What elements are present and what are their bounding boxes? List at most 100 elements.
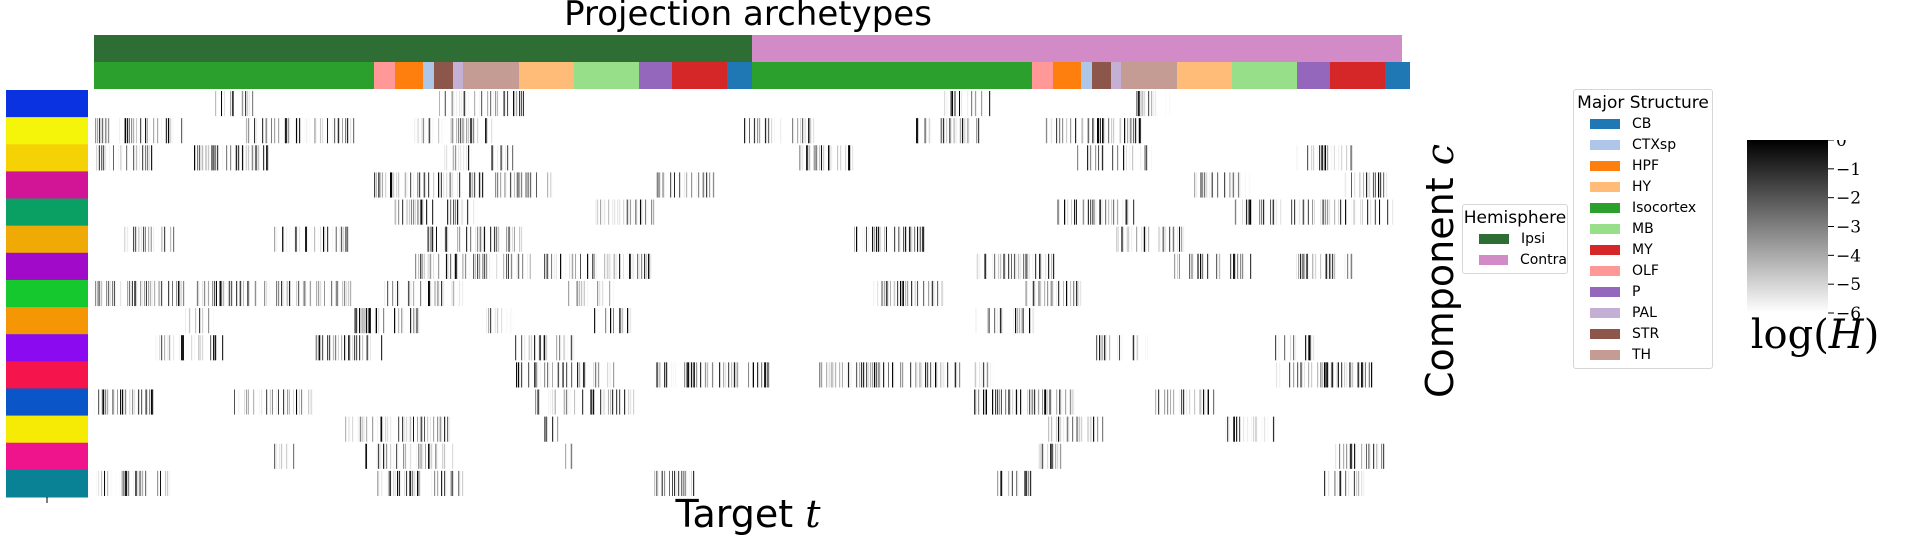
heatmap-cell [364,416,366,442]
heatmap-cell [1343,443,1345,469]
heatmap-cell [109,389,111,415]
heatmap-cell [410,308,412,334]
heatmap-cell [293,443,295,469]
heatmap-cell [633,199,635,225]
heatmap-cell [979,253,981,279]
heatmap-cell [1116,145,1118,171]
heatmap-cell [554,253,556,279]
heatmap-cell [830,362,832,388]
heatmap-cell [1125,199,1127,225]
heatmap-cell [1311,335,1313,361]
heatmap-cell [1090,199,1092,225]
heatmap-cell [1325,199,1327,225]
heatmap-cell [429,280,431,307]
heatmap-cell [1159,226,1161,252]
heatmap-cell [1023,253,1025,279]
heatmap-cell [1318,145,1320,171]
heatmap-cell [681,470,683,496]
heatmap-cell [497,91,499,117]
heatmap-cell [669,470,671,496]
heatmap-cell [429,118,431,144]
heatmap-cell [288,118,290,144]
heatmap-cell [99,118,101,144]
heatmap-cell [359,335,361,361]
heatmap-cell [117,226,119,252]
heatmap-cell [604,280,606,307]
heatmap-cell [536,362,538,388]
heatmap-cell [267,145,269,171]
heatmap-cell [1165,226,1167,252]
heatmap-cell [228,280,230,307]
heatmap-cell [1305,362,1307,388]
structure-block-mb [1232,62,1297,89]
heatmap-cell [849,362,851,388]
heatmap-cell [1001,389,1003,415]
heatmap-cell [1211,172,1213,198]
heatmap-cell [972,118,974,144]
heatmap-cell [613,280,615,307]
heatmap-cell [974,91,976,117]
heatmap-cell [841,362,843,388]
heatmap-cell [985,253,987,279]
heatmap-cell [771,118,773,144]
heatmap-cell [1017,308,1019,334]
heatmap-cell [215,145,217,171]
heatmap-cell [309,118,311,144]
heatmap-cell [209,335,211,361]
component-swatch [6,388,88,417]
heatmap-cell [458,470,460,496]
heatmap-cell [518,172,520,198]
heatmap-cell [600,389,602,415]
heatmap-cell [281,443,283,469]
heatmap-cell [1139,118,1141,144]
structure-block-th [463,62,519,89]
heatmap-cell [128,470,130,496]
heatmap-cell [537,172,539,198]
heatmap-cell [691,362,693,388]
heatmap-cell [304,280,306,307]
heatmap-cell [129,389,131,415]
heatmap-cell [656,362,658,388]
heatmap-cell [1050,280,1052,307]
heatmap-cell [583,389,585,415]
heatmap-cell [992,389,994,415]
heatmap-cell [269,118,271,144]
heatmap-cell [442,118,444,144]
structure-block-th [1121,62,1177,89]
heatmap-cell [441,470,443,496]
heatmap-cell [1135,118,1137,144]
heatmap-cell [1350,443,1352,469]
heatmap-cell [1200,253,1202,279]
heatmap-cell [167,118,169,144]
heatmap-cell [148,118,150,144]
heatmap-cell [818,145,820,171]
heatmap-cell [1140,118,1142,144]
heatmap-cell [1280,199,1282,225]
heatmap-cell [346,280,348,307]
heatmap-cell [311,389,313,415]
heatmap-cell [235,389,237,415]
chart-title: Projection archetypes [564,0,932,34]
heatmap-cell [1025,280,1027,307]
heatmap-cell [1119,118,1121,144]
heatmap-cell [141,226,143,252]
heatmap-cell [610,362,612,388]
heatmap-cell [1253,416,1255,442]
heatmap-cell [608,199,610,225]
heatmap-cell [593,389,595,415]
heatmap-cell [918,280,920,307]
heatmap-cell [1377,443,1379,469]
heatmap-cell [1101,118,1103,144]
heatmap-cell [590,253,592,279]
heatmap-cell [757,362,759,388]
heatmap-cell [136,280,138,307]
heatmap-cell [799,145,801,171]
heatmap-cell [563,362,565,388]
heatmap-cell [1117,335,1119,361]
heatmap-cell [544,362,546,388]
heatmap-cell [940,362,942,388]
heatmap-cell [175,308,177,334]
heatmap-cell [1123,145,1125,171]
hemisphere-block-contra [752,35,1402,62]
heatmap-cell [1311,362,1313,388]
